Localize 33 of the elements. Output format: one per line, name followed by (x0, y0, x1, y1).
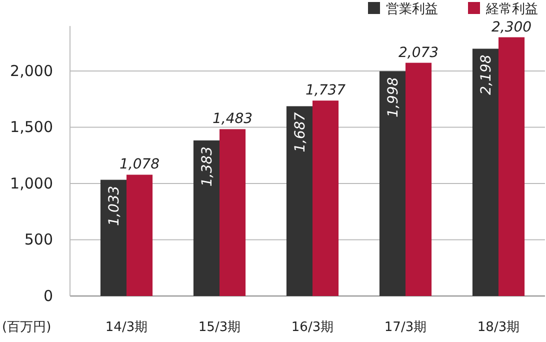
bar (379, 71, 406, 296)
data-label: 1,383 (199, 146, 216, 187)
data-label: 1,737 (305, 82, 346, 99)
data-label: 1,687 (292, 112, 308, 152)
legend-label: 経常利益 (485, 2, 538, 17)
x-tick-label: 18/3期 (477, 320, 520, 336)
y-axis-title: (百万円) (2, 320, 52, 336)
bar (498, 37, 525, 296)
data-label: 1,483 (212, 111, 253, 128)
y-tick-label: 0 (43, 286, 53, 305)
y-tick-label: 2,000 (10, 62, 53, 80)
y-tick-label: 500 (24, 230, 53, 249)
bar (126, 174, 153, 296)
data-label: 1,078 (119, 156, 160, 173)
x-tick-label: 14/3期 (105, 320, 148, 336)
data-label: 1,998 (385, 77, 402, 118)
data-label: 2,300 (491, 19, 532, 36)
y-tick-label: 1,500 (10, 118, 53, 136)
bar (193, 140, 220, 296)
bar (100, 180, 126, 296)
y-tick-label: 1,000 (10, 174, 53, 192)
data-label: 1,033 (106, 186, 122, 226)
x-tick-label: 15/3期 (198, 320, 241, 336)
legend-label: 営業利益 (386, 2, 438, 17)
data-label: 2,073 (398, 44, 439, 61)
bar (220, 129, 246, 296)
data-label: 2,198 (478, 54, 494, 95)
bar (312, 100, 339, 296)
bar (406, 62, 432, 296)
bar (286, 106, 312, 296)
bar (472, 48, 498, 296)
x-tick-label: 17/3期 (384, 320, 427, 336)
x-tick-label: 16/3期 (291, 320, 334, 336)
